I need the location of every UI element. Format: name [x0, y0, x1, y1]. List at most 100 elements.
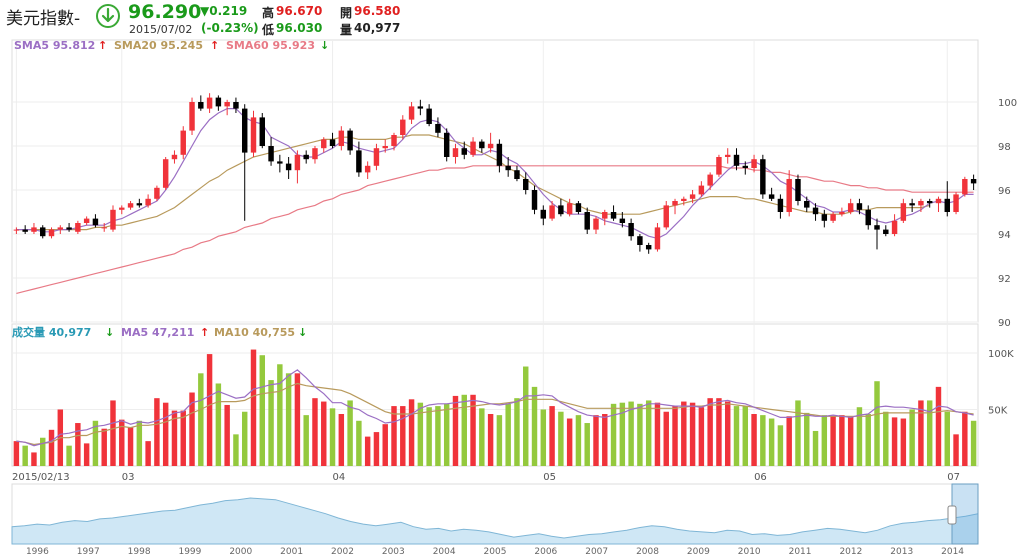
volume-bar: [575, 415, 582, 466]
candle-body: [716, 157, 722, 175]
volume-bar: [171, 410, 178, 466]
candle-body: [839, 212, 845, 215]
candle-body: [215, 97, 222, 107]
candle-body: [487, 143, 494, 149]
navigator-year-label: 2000: [229, 547, 252, 557]
candle-body: [637, 236, 643, 245]
candle-body: [786, 179, 792, 212]
volume-bar: [681, 401, 687, 466]
candle-body: [584, 212, 590, 230]
candle-body: [645, 245, 652, 250]
navigator-year-label: 2007: [585, 547, 608, 557]
candle-body: [681, 198, 687, 201]
ma10-legend: MA10 40,755: [214, 326, 295, 339]
candle-body: [760, 159, 766, 195]
price-tick-label: 98: [998, 142, 1011, 153]
candlesticks[interactable]: [13, 93, 977, 254]
candle-body: [268, 146, 274, 162]
volume-bar: [250, 349, 257, 466]
candle-body: [724, 154, 731, 157]
volume-bar: [215, 383, 222, 466]
volume-bar: [716, 398, 722, 466]
candle-body: [75, 223, 81, 232]
volume-bar: [277, 364, 283, 466]
volume-bar: [856, 407, 863, 466]
candle-body: [558, 205, 564, 215]
volume-bar: [742, 406, 749, 466]
candle-body: [602, 212, 608, 219]
sma5-up-arrow-icon: ↑: [98, 39, 107, 52]
volume-bar: [496, 415, 503, 466]
candle-body: [549, 205, 555, 219]
volume-bar: [602, 414, 608, 466]
volume-bar: [162, 402, 169, 466]
volume-bar: [610, 403, 617, 466]
volume-bar: [400, 406, 406, 466]
volume-legend: 成交量 40,977 ↓ MA5 47,211 ↑ MA10 40,755 ↓: [12, 325, 307, 339]
navigator[interactable]: 1996 1997 1998 1999 2000 2001 2002 2003 2004 2005…: [11, 483, 979, 557]
candle-body: [408, 106, 415, 120]
candle-body: [610, 212, 617, 219]
candle-body: [847, 203, 854, 212]
volume-bar: [312, 398, 318, 466]
volume-bar: [136, 420, 143, 466]
navigator-year-label: 2002: [331, 547, 354, 557]
candle-body: [189, 102, 195, 131]
volume-bar: [847, 416, 854, 466]
candle-body: [127, 203, 134, 208]
candle-body: [874, 225, 880, 230]
candle-body: [338, 130, 345, 146]
volume-bar: [733, 406, 740, 466]
candle-body: [821, 214, 828, 221]
volume-bar: [75, 423, 81, 466]
volume-title: 成交量 40,977: [12, 325, 91, 339]
sma20-legend: SMA20 95.245: [114, 39, 203, 52]
navigator-year-label: 1996: [26, 547, 49, 557]
candle-body: [119, 207, 125, 210]
price-change-pct: (-0.23%): [201, 21, 259, 35]
candle-body: [435, 124, 441, 133]
candle-body: [496, 143, 503, 166]
volume-bar: [935, 386, 942, 466]
sma20-up-arrow-icon: ↑: [210, 39, 219, 52]
candle-body: [259, 117, 266, 146]
candle-body: [505, 165, 511, 171]
sma5-line: [16, 108, 974, 240]
price-tick-label: 100: [998, 98, 1017, 109]
sma60-legend: SMA60 95.923: [226, 39, 315, 52]
price-change: ▼0.219: [200, 4, 248, 18]
volume-bar: [645, 400, 652, 466]
open-label: 開: [340, 6, 353, 20]
volume-bar: [514, 398, 520, 466]
volume-bar: [40, 437, 46, 466]
stock-chart[interactable]: 100 98 96 94 92 90 100K 50K 2015/02/13 03 04 05 06 07…: [0, 36, 1024, 558]
candle-body: [364, 165, 371, 173]
candle-body: [944, 198, 950, 212]
candle-body: [593, 218, 599, 230]
symbol-title[interactable]: 美元指數-: [6, 9, 81, 29]
volume-bar: [689, 402, 696, 466]
volume-bar: [435, 406, 441, 466]
navigator-year-label: 2012: [839, 547, 862, 557]
volume-bar: [663, 411, 669, 466]
volume-bar: [523, 366, 529, 466]
volume-bar: [505, 403, 511, 466]
candle-body: [777, 198, 784, 212]
navigator-handle-icon[interactable]: [947, 505, 957, 525]
volume-bar: [92, 420, 99, 466]
candle-body: [224, 102, 230, 107]
volume-bar: [83, 443, 90, 466]
quote-date: 2015/07/02: [129, 23, 193, 36]
volume-bar: [198, 373, 204, 466]
volume-bar: [22, 445, 28, 466]
navigator-year-label: 1999: [178, 547, 201, 557]
volume-bars[interactable]: [13, 349, 977, 466]
candle-body: [48, 229, 55, 237]
volume-bar: [338, 414, 345, 466]
candle-body: [891, 220, 898, 234]
candle-body: [277, 161, 283, 164]
price-legend: SMA5 95.812 ↑ SMA20 95.245 ↑ SMA60 95.92…: [14, 39, 329, 52]
candle-body: [461, 148, 467, 155]
candle-body: [883, 229, 889, 234]
volume-bar: [777, 425, 784, 466]
